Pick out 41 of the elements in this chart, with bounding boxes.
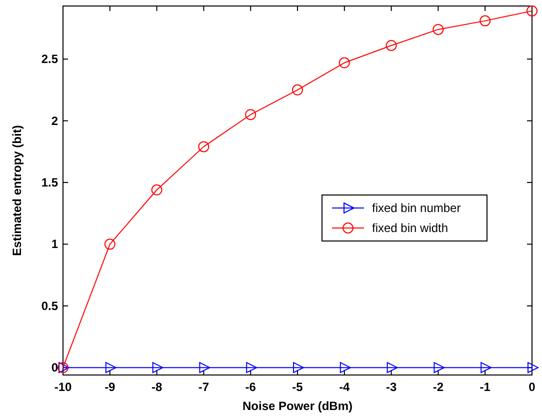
point (386, 362, 398, 374)
y-tick-label: 1 (51, 237, 58, 252)
y-tick-label: 1.5 (41, 175, 58, 190)
x-tick-label: -7 (198, 380, 210, 394)
x-tick-label: -5 (292, 380, 304, 394)
point (246, 362, 258, 374)
point (293, 362, 304, 374)
point (245, 109, 256, 120)
y-tick-label: 0 (51, 360, 58, 375)
point (526, 5, 538, 16)
x-tick-label: -10 (54, 380, 72, 394)
y-tick-label: 0.5 (41, 298, 58, 313)
point (340, 362, 351, 374)
x-tick-label: -8 (151, 380, 162, 394)
x-tick-label: -4 (339, 380, 350, 394)
point (480, 362, 492, 374)
y-tick-label: 2.5 (41, 52, 58, 66)
x-tick-label: 0 (528, 380, 536, 394)
legend-label: fixed bin number (372, 201, 461, 215)
point (292, 84, 303, 96)
point (198, 141, 210, 152)
x-axis-title: Noise Power (dBm) (242, 399, 353, 413)
point (434, 362, 445, 374)
x-tick-label: -9 (104, 380, 116, 394)
point (480, 15, 491, 26)
point (386, 40, 397, 51)
x-tick-label: -2 (432, 380, 444, 394)
point (432, 24, 444, 35)
x-tick-label: -1 (480, 380, 491, 394)
y-axis-title: Estimated entropy (bit) (10, 125, 24, 256)
point (338, 57, 350, 68)
x-tick-label: -3 (386, 380, 397, 394)
point (104, 238, 116, 250)
point (151, 184, 162, 196)
point (152, 362, 164, 374)
legend-label: fixed bin width (372, 221, 448, 235)
x-tick-label: -6 (245, 380, 256, 394)
point (528, 362, 538, 374)
point (199, 362, 210, 374)
point (105, 362, 116, 374)
y-tick-label: 2 (51, 114, 58, 128)
